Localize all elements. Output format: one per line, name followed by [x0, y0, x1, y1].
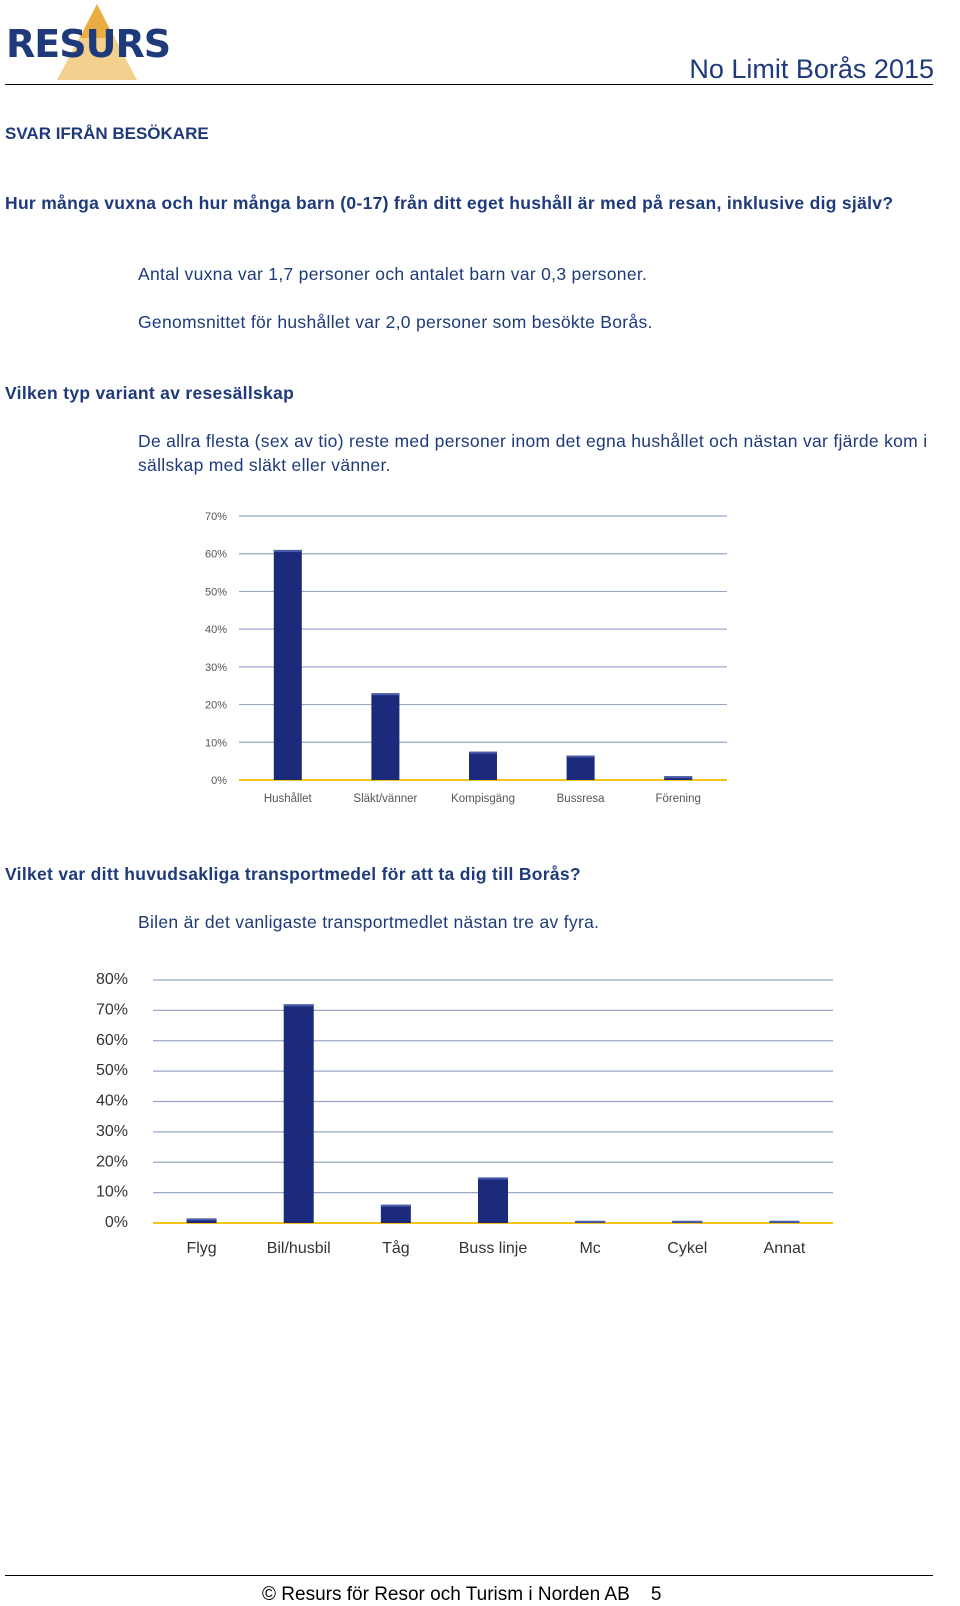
- y-tick-label: 30%: [96, 1123, 128, 1140]
- footer-copyright: © Resurs för Resor och Turism i Norden A…: [262, 1584, 630, 1605]
- header-divider: [5, 84, 933, 85]
- footer-divider: [5, 1575, 933, 1576]
- logo-mark-icon: [57, 4, 137, 80]
- x-tick-label: Bussresa: [557, 793, 606, 805]
- bar: [371, 693, 400, 780]
- bar-highlight: [664, 776, 693, 779]
- x-tick-label: Släkt/vänner: [353, 793, 417, 805]
- bar-highlight: [769, 1220, 800, 1223]
- y-tick-label: 80%: [96, 971, 128, 988]
- footer: © Resurs för Resor och Turism i Norden A…: [262, 1584, 661, 1606]
- bar: [478, 1177, 508, 1223]
- y-tick-label: 70%: [96, 1001, 128, 1018]
- bar-highlight: [380, 1204, 411, 1207]
- y-tick-label: 10%: [205, 737, 227, 749]
- question-transport: Vilket var ditt huvudsakliga transportme…: [5, 864, 581, 884]
- bar: [469, 751, 497, 780]
- bar-highlight: [566, 755, 595, 758]
- bar: [283, 1004, 314, 1223]
- x-tick-label: Flyg: [186, 1240, 216, 1257]
- x-tick-label: Kompisgäng: [451, 793, 515, 805]
- bar: [380, 1204, 411, 1223]
- bar-highlight: [273, 549, 302, 552]
- x-tick-label: Tåg: [382, 1239, 410, 1257]
- x-tick-label: Hushållet: [264, 793, 313, 805]
- bar: [186, 1218, 217, 1223]
- y-tick-label: 70%: [205, 511, 227, 523]
- answer-household-counts: Antal vuxna var 1,7 personer och antalet…: [138, 264, 648, 284]
- answer-household-average: Genomsnittet för hushållet var 2,0 perso…: [138, 312, 653, 332]
- bar-highlight: [186, 1218, 217, 1221]
- y-tick-label: 0%: [105, 1214, 128, 1231]
- x-tick-label: Buss linje: [459, 1240, 528, 1257]
- y-tick-label: 50%: [96, 1062, 128, 1079]
- y-tick-label: 40%: [205, 624, 227, 636]
- bar-highlight: [283, 1004, 314, 1007]
- bar: [566, 755, 595, 780]
- y-tick-label: 50%: [205, 586, 227, 598]
- answer-transport: Bilen är det vanligaste transportmedlet …: [138, 912, 600, 932]
- logo: RESURS: [0, 0, 171, 84]
- bar-highlight: [575, 1220, 606, 1223]
- question-travel-company: Vilken typ variant av resesällskap: [5, 383, 295, 403]
- y-tick-label: 30%: [205, 662, 227, 674]
- bar-highlight: [672, 1220, 703, 1223]
- x-tick-label: Bil/husbil: [267, 1240, 331, 1257]
- chart-transport: 0% 10% 20% 30% 40% 50% 60% 70% 80% Flyg Bil/husbil…: [96, 971, 833, 1257]
- y-tick-label: 20%: [96, 1153, 128, 1170]
- document-title: No Limit Borås 2015: [689, 54, 934, 84]
- section-label: SVAR IFRÅN BESÖKARE: [5, 124, 209, 143]
- page-number: 5: [650, 1584, 662, 1605]
- question-household: Hur många vuxna och hur många barn (0-17…: [5, 193, 894, 213]
- logo-text: RESURS: [6, 22, 171, 66]
- y-tick-label: 60%: [96, 1032, 128, 1049]
- x-tick-label: Förening: [656, 793, 701, 805]
- x-tick-label: Cykel: [667, 1240, 707, 1257]
- bar-highlight: [371, 693, 400, 696]
- bar-highlight: [469, 751, 497, 754]
- y-tick-label: 0%: [211, 775, 227, 787]
- y-tick-label: 40%: [96, 1093, 128, 1110]
- y-tick-label: 20%: [205, 700, 227, 712]
- y-tick-label: 60%: [205, 549, 227, 561]
- chart-travel-company: 0% 10% 20% 30% 40% 50% 60% 70% Hushållet Släkt/vä…: [205, 511, 727, 805]
- y-tick-label: 10%: [96, 1184, 128, 1201]
- bar: [273, 549, 302, 780]
- bar-highlight: [478, 1177, 508, 1180]
- x-tick-label: Mc: [579, 1240, 600, 1257]
- answer-travel-company: De allra flesta (sex av tio) reste med p…: [138, 431, 928, 475]
- x-tick-label: Annat: [764, 1240, 806, 1257]
